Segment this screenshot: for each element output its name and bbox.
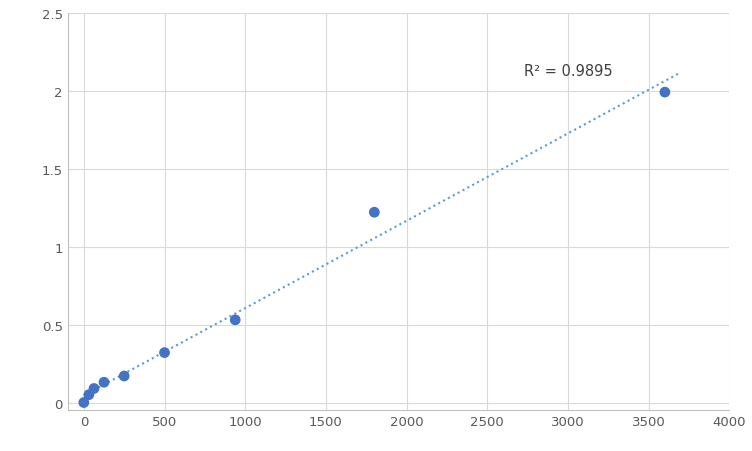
Point: [229, 317, 241, 324]
Point: [83, 391, 95, 398]
Point: [77, 399, 89, 406]
Point: [659, 89, 671, 97]
Point: [88, 385, 100, 392]
Text: R² = 0.9895: R² = 0.9895: [524, 64, 613, 79]
Point: [98, 379, 110, 386]
Point: [159, 349, 171, 356]
Point: [368, 209, 381, 216]
Point: [118, 373, 130, 380]
